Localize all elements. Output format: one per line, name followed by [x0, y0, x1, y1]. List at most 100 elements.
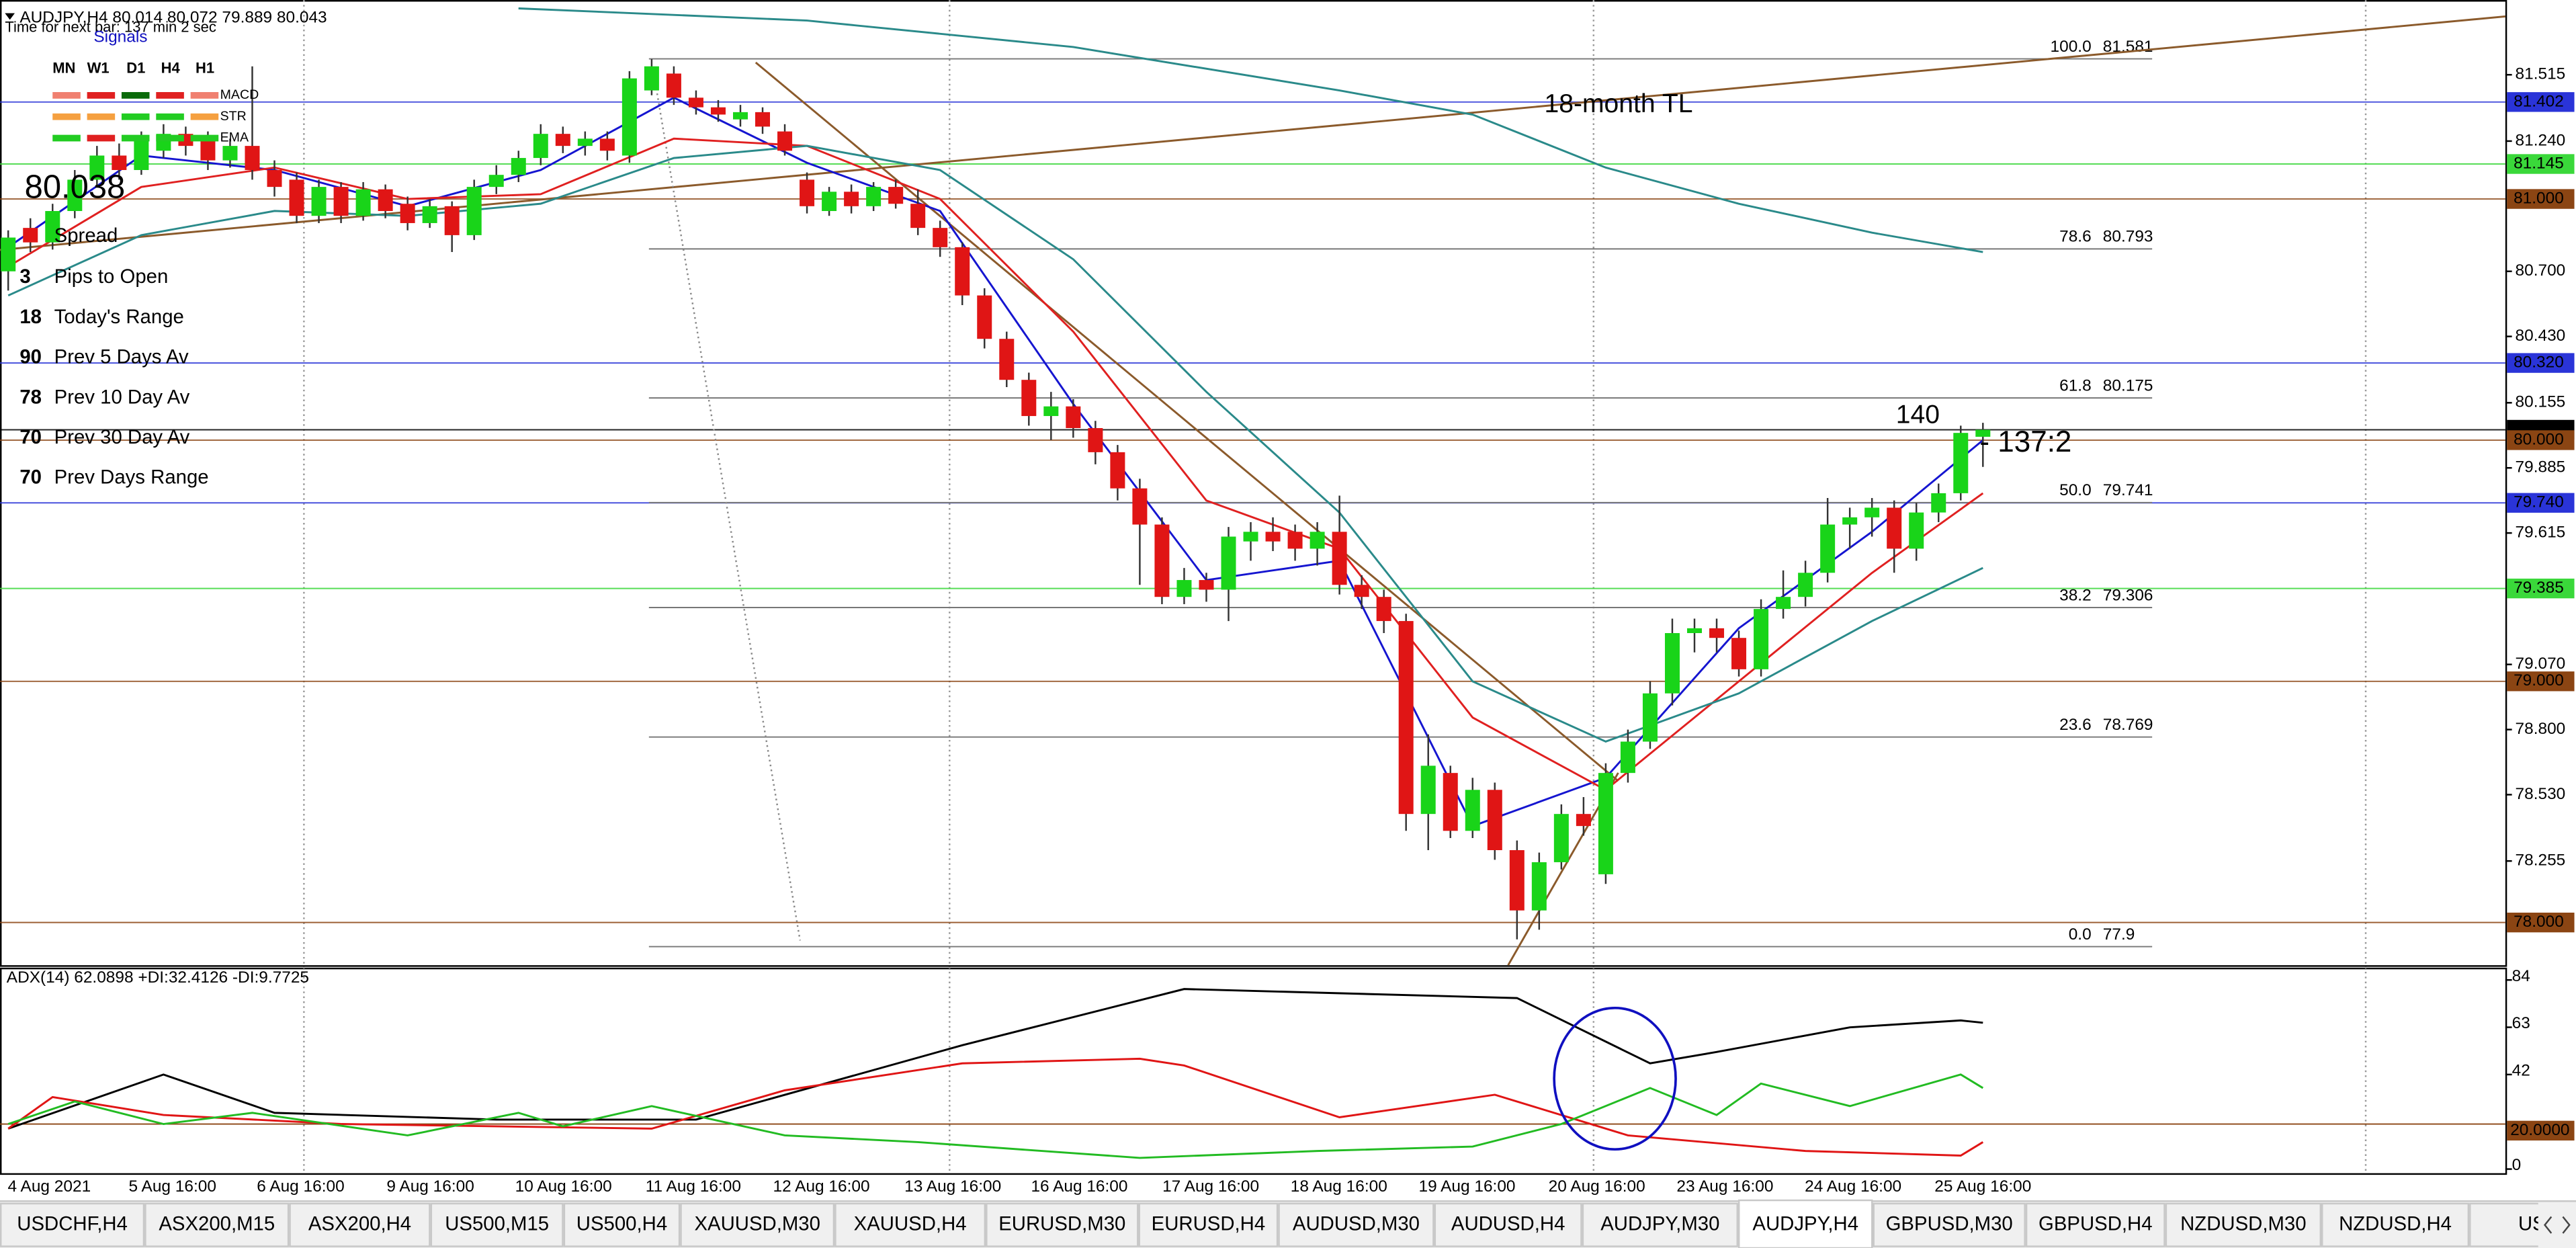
- tab-label[interactable]: NZDUSD,H4: [2339, 1212, 2452, 1235]
- tab-bar: USDCHF,H4 ASX200,M15 ASX200,H4 US500,M15 US5…: [0, 1199, 2576, 1248]
- tab[interactable]: GBPUSD,M30: [1873, 1202, 2026, 1247]
- tab-label[interactable]: XAUUSD,M30: [694, 1212, 820, 1235]
- tab-background[interactable]: [144, 1202, 290, 1247]
- candle-body: [644, 66, 659, 91]
- candle-body: [488, 175, 504, 188]
- tab-background[interactable]: [430, 1202, 564, 1247]
- candle-body: [710, 107, 726, 115]
- candle-body: [1354, 585, 1369, 597]
- tab-label[interactable]: USDCHF,H4: [17, 1212, 128, 1235]
- tab[interactable]: AUDUSD,M30: [1278, 1202, 1434, 1247]
- tab[interactable]: US500,M15: [430, 1202, 564, 1247]
- tab-label[interactable]: AUDJPY,M30: [1600, 1212, 1719, 1235]
- symbol-info: AUDJPY,H4 80.014 80.072 79.889 80.043: [19, 8, 327, 26]
- scroll-left[interactable]: [2543, 1216, 2552, 1234]
- tab-label[interactable]: EURUSD,H4: [1152, 1212, 1266, 1235]
- tab-background[interactable]: [1873, 1202, 2026, 1247]
- tab-background[interactable]: [680, 1202, 835, 1247]
- signal-indicator: EMA: [220, 130, 249, 145]
- tab-label[interactable]: ASX200,M15: [159, 1212, 275, 1235]
- tab[interactable]: AUDJPY,H4: [1737, 1199, 1873, 1248]
- x-tick-label: 6 Aug 16:00: [257, 1177, 344, 1196]
- candle-body: [355, 189, 371, 216]
- candle-body: [1820, 524, 1836, 573]
- candle-body: [732, 112, 748, 120]
- indicator-title: ADX(14) 62.0898 +DI:32.4126 -DI:9.7725: [7, 968, 309, 987]
- candle-body: [1132, 488, 1148, 525]
- tab-background[interactable]: [986, 1202, 1139, 1247]
- tab[interactable]: NZDUSD,H4: [2321, 1202, 2470, 1247]
- tab[interactable]: ASX200,H4: [289, 1202, 431, 1247]
- tab-background[interactable]: [0, 1202, 145, 1247]
- tab[interactable]: US500,H4: [563, 1202, 681, 1247]
- tab-background[interactable]: [1582, 1202, 1738, 1247]
- candle-body: [910, 204, 926, 228]
- tab-background[interactable]: [2469, 1202, 2576, 1247]
- candle-body: [1110, 452, 1125, 489]
- info-value: 18: [19, 306, 42, 328]
- candle-body: [866, 187, 882, 206]
- fib-price: 78.769: [2103, 716, 2153, 734]
- tab-background[interactable]: [2321, 1202, 2470, 1247]
- candle-body: [533, 134, 548, 159]
- tab-label[interactable]: US500,H4: [576, 1212, 667, 1235]
- tab-label[interactable]: US500,M15: [445, 1212, 549, 1235]
- tab-label[interactable]: GBPUSD,H4: [2038, 1212, 2153, 1235]
- candle-body: [755, 112, 771, 127]
- candle-body: [1709, 628, 1725, 638]
- tab-label[interactable]: XAUUSD,H4: [854, 1212, 967, 1235]
- tab-background[interactable]: [1737, 1199, 1873, 1248]
- x-tick-label: 24 Aug 16:00: [1805, 1177, 1901, 1196]
- scroll-right[interactable]: [2562, 1216, 2571, 1234]
- candle-body: [1443, 773, 1458, 831]
- y-tick-label: 80.700: [2516, 261, 2566, 280]
- tab-label[interactable]: AUDJPY,H4: [1752, 1212, 1858, 1235]
- tab-label[interactable]: USD: [2518, 1212, 2560, 1235]
- tab[interactable]: EURUSD,M30: [986, 1202, 1139, 1247]
- tab[interactable]: ASX200,M15: [144, 1202, 290, 1247]
- tab-background[interactable]: [1138, 1202, 1279, 1247]
- annotation: - 137:2: [1979, 425, 2071, 458]
- tab-background[interactable]: [289, 1202, 431, 1247]
- tab[interactable]: AUDJPY,M30: [1582, 1202, 1738, 1247]
- tab[interactable]: NZDUSD,M30: [2165, 1202, 2322, 1247]
- collapse-arrow[interactable]: [5, 13, 15, 20]
- signal-period: MN: [52, 60, 75, 77]
- tab[interactable]: GBPUSD,H4: [2025, 1202, 2165, 1247]
- adx-lines: [0, 988, 2505, 1159]
- tab-background[interactable]: [1278, 1202, 1434, 1247]
- tab-label[interactable]: AUDUSD,M30: [1293, 1212, 1420, 1235]
- tab-background[interactable]: [1434, 1202, 1582, 1247]
- tab-label[interactable]: EURUSD,M30: [998, 1212, 1125, 1235]
- tab-background[interactable]: [2165, 1202, 2322, 1247]
- x-tick-label: 18 Aug 16:00: [1291, 1177, 1387, 1196]
- tab[interactable]: USDCHF,H4: [0, 1202, 145, 1247]
- tab-label[interactable]: AUDUSD,H4: [1451, 1212, 1565, 1235]
- price-level-tag: [2507, 353, 2575, 373]
- adx-panel: [0, 967, 2507, 1175]
- tab[interactable]: XAUUSD,H4: [834, 1202, 986, 1247]
- adx-line: [7, 1057, 1984, 1157]
- tab[interactable]: EURUSD,H4: [1138, 1202, 1279, 1247]
- tab-label[interactable]: NZDUSD,M30: [2180, 1212, 2306, 1235]
- candle-body: [1, 237, 16, 272]
- tab-label[interactable]: GBPUSD,M30: [1886, 1212, 2013, 1235]
- tab[interactable]: XAUUSD,M30: [680, 1202, 835, 1247]
- tab-background[interactable]: [2025, 1202, 2165, 1247]
- candle-body: [245, 146, 260, 170]
- tab[interactable]: AUDUSD,H4: [1434, 1202, 1582, 1247]
- candle-body: [444, 206, 460, 235]
- tab-label[interactable]: ASX200,H4: [308, 1212, 411, 1235]
- info-label: Prev 10 Day Av: [54, 386, 190, 408]
- candle-body: [666, 73, 681, 98]
- axes: 81.515 81.240 80.700 80.430 80.155 79.885 79.6…: [7, 65, 2575, 1196]
- fib-level: 38.2: [2059, 586, 2092, 604]
- candle-body: [777, 131, 793, 151]
- annotation: 140: [1896, 400, 1940, 429]
- tab[interactable]: USD: [2469, 1202, 2576, 1247]
- tab-background[interactable]: [834, 1202, 986, 1247]
- tab-background[interactable]: [563, 1202, 681, 1247]
- y-tick-label: 63: [2512, 1014, 2530, 1032]
- price-level-tag: [2507, 671, 2575, 692]
